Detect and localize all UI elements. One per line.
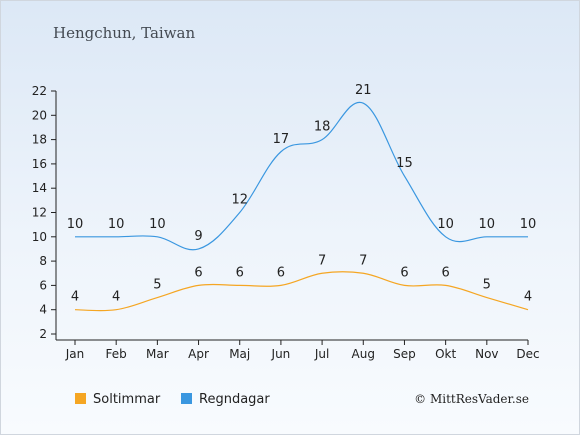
x-ticks: Jan Feb Mar Apr Maj Jun Jul Aug Sep Okt Nov Dec [65, 340, 540, 361]
x-tick-label: Jan [65, 347, 85, 361]
series-group [74, 101, 529, 312]
x-tick-label: Aug [352, 347, 375, 361]
data-label-regndagar: 15 [396, 156, 413, 171]
data-label-regndagar: 21 [355, 83, 372, 98]
data-label-soltimmar: 4 [112, 290, 120, 305]
data-label-regndagar: 12 [231, 193, 248, 208]
data-label-soltimmar: 5 [153, 278, 161, 293]
series-line-soltimmar [74, 271, 529, 312]
legend-swatch-regndagar [181, 393, 192, 404]
y-tick-label: 22 [32, 84, 47, 98]
data-label-regndagar: 10 [149, 217, 166, 232]
x-tick-label: Sep [393, 347, 416, 361]
y-tick-label: 14 [32, 181, 47, 195]
x-tick-label: Maj [229, 347, 250, 361]
y-tick-label: 10 [32, 230, 47, 244]
data-label-soltimmar: 7 [318, 253, 326, 268]
axes [55, 91, 528, 341]
y-tick-label: 6 [39, 278, 47, 292]
legend: Soltimmar Regndagar [75, 392, 270, 407]
y-ticks: 2 4 6 8 10 12 14 16 18 20 22 [32, 84, 56, 341]
data-label-soltimmar: 6 [277, 265, 285, 280]
x-tick-label: Dec [516, 347, 539, 361]
data-label-soltimmar: 6 [236, 265, 244, 280]
y-tick-label: 20 [32, 108, 47, 122]
y-tick-label: 18 [32, 133, 47, 147]
data-label-regndagar: 18 [314, 120, 331, 135]
x-tick-label: Jul [314, 347, 329, 361]
data-label-regndagar: 10 [479, 217, 496, 232]
chart-title: Hengchun, Taiwan [53, 24, 196, 42]
data-label-soltimmar: 6 [441, 265, 449, 280]
legend-label-soltimmar: Soltimmar [93, 392, 161, 407]
y-tick-label: 4 [39, 303, 47, 317]
x-tick-label: Apr [188, 347, 209, 361]
legend-swatch-soltimmar [75, 393, 86, 404]
data-label-regndagar: 10 [437, 217, 454, 232]
data-label-soltimmar: 7 [359, 253, 367, 268]
series-line-regndagar [75, 101, 528, 251]
x-tick-label: Feb [106, 347, 127, 361]
data-label-soltimmar: 6 [194, 265, 202, 280]
data-label-soltimmar: 4 [71, 290, 79, 305]
data-label-regndagar: 10 [520, 217, 537, 232]
legend-label-regndagar: Regndagar [199, 392, 270, 407]
y-tick-label: 16 [32, 157, 47, 171]
credit-text: © MittResVader.se [414, 392, 529, 406]
y-tick-label: 2 [39, 327, 47, 341]
y-tick-label: 8 [39, 254, 47, 268]
data-label-regndagar: 9 [194, 229, 202, 244]
data-label-soltimmar: 4 [524, 290, 532, 305]
data-label-soltimmar: 6 [400, 265, 408, 280]
data-label-regndagar: 10 [108, 217, 125, 232]
data-label-regndagar: 10 [67, 217, 84, 232]
x-tick-label: Okt [435, 347, 456, 361]
data-label-soltimmar: 5 [483, 278, 491, 293]
x-tick-label: Nov [475, 347, 498, 361]
x-tick-label: Mar [146, 347, 169, 361]
x-tick-label: Jun [271, 347, 291, 361]
y-tick-label: 12 [32, 206, 47, 220]
data-labels: 4 4 5 6 6 6 7 7 6 6 5 4 10 10 10 9 12 17 18 21 15 10 10 10 [67, 83, 537, 305]
data-label-regndagar: 17 [273, 132, 290, 147]
